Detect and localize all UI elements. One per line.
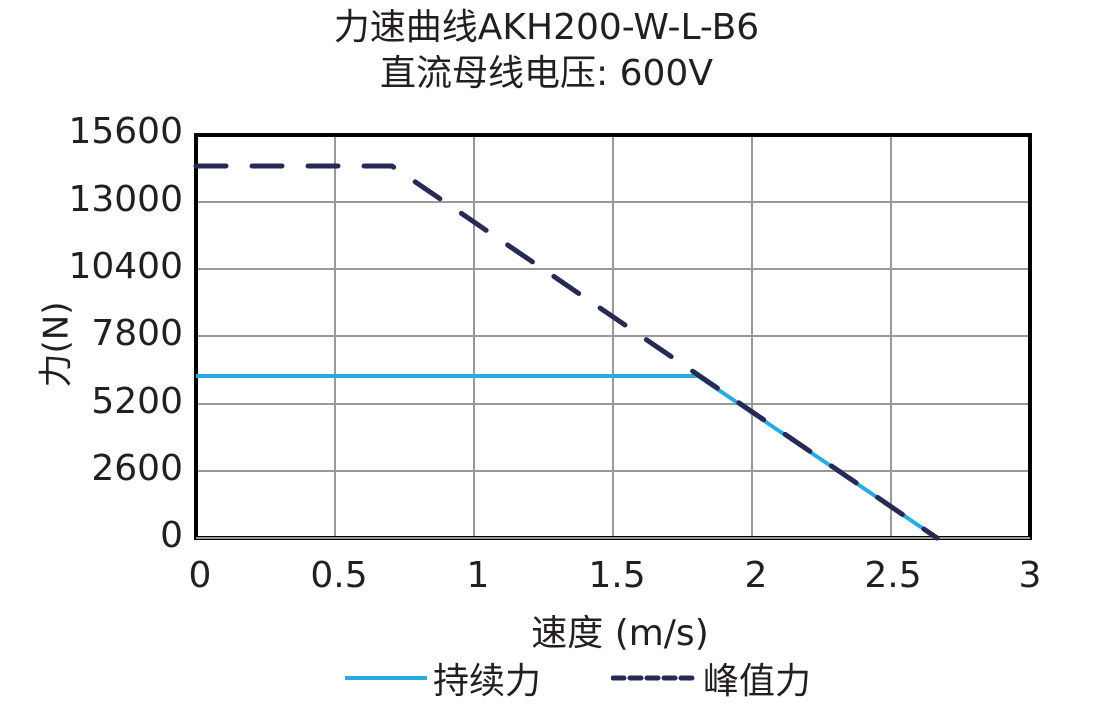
x-tick: 0.5 — [310, 555, 368, 596]
y-tick: 5200 — [91, 381, 183, 422]
x-tick: 3 — [1018, 555, 1042, 596]
x-tick: 1.5 — [588, 555, 646, 596]
x-tick: 0 — [188, 555, 212, 596]
y-tick: 7800 — [91, 313, 183, 354]
x-tick: 2.5 — [864, 555, 922, 596]
y-axis-label: 力(N) — [36, 301, 77, 388]
dashed-line-icon — [611, 675, 700, 681]
x-axis-label: 速度 (m/s) — [531, 613, 709, 654]
x-tick: 2 — [744, 555, 768, 596]
legend-label: 持续力 — [433, 661, 542, 702]
series-peak — [193, 163, 940, 541]
legend-label: 峰值力 — [703, 661, 812, 702]
y-tick: 2600 — [91, 448, 183, 489]
solid-line-icon — [345, 676, 427, 680]
y-tick: 0 — [160, 515, 183, 556]
chart-title: 力速曲线AKH200-W-L-B6 — [333, 7, 760, 48]
legend-item-continuous: 持续力 — [345, 652, 541, 704]
x-tick: 1 — [466, 555, 490, 596]
legend-item-peak: 峰值力 — [611, 652, 811, 704]
grid-lines — [196, 135, 1030, 538]
y-tick: 13000 — [68, 179, 183, 220]
chart-subtitle: 直流母线电压: 600V — [380, 53, 713, 94]
legend: 持续力 峰值力 — [345, 652, 881, 704]
series-continuous — [196, 374, 939, 540]
y-tick: 10400 — [68, 246, 183, 287]
y-tick: 15600 — [68, 111, 183, 152]
